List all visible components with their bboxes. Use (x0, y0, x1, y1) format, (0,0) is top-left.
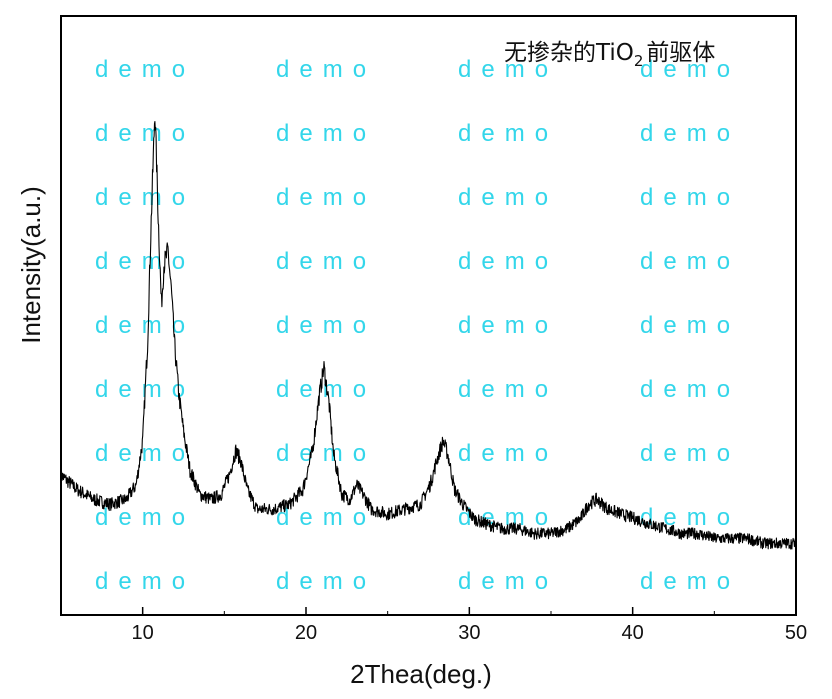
watermark-text: demo (640, 248, 740, 275)
watermark-text: demo (458, 248, 558, 275)
legend-subscript: 2 (634, 52, 644, 70)
watermark-text: demo (95, 120, 195, 147)
watermark-text: demo (458, 184, 558, 211)
x-axis-ticks: 10 20 30 40 50 (60, 607, 807, 644)
plot-frame (60, 15, 797, 616)
watermark-text: demo (276, 440, 376, 467)
legend-suffix: 前驱体 (646, 40, 715, 66)
watermark-text: demo (458, 568, 558, 595)
series-line (60, 121, 797, 550)
watermark-text: demo (95, 184, 195, 211)
watermark-text: demo (458, 120, 558, 147)
watermark-text: demo (640, 376, 740, 403)
watermark-text: demo (640, 440, 740, 467)
watermark-text: demo (458, 56, 558, 83)
x-tick-label: 10 (132, 622, 154, 644)
watermark-text: demo (458, 312, 558, 339)
watermark-text: demo (640, 184, 740, 211)
watermark-text: demo (276, 184, 376, 211)
x-tick-label: 30 (458, 622, 480, 644)
watermark-layer: demo demo demo demo demo demo demo demo demo demo… (95, 56, 740, 595)
legend-label: 无掺杂的TiO2 前驱体 (504, 40, 715, 70)
watermark-text: demo (276, 248, 376, 275)
watermark-text: demo (95, 376, 195, 403)
watermark-text: demo (640, 56, 740, 83)
watermark-text: demo (276, 120, 376, 147)
watermark-text: demo (276, 568, 376, 595)
watermark-text: demo (640, 120, 740, 147)
watermark-text: demo (95, 312, 195, 339)
watermark-text: demo (95, 56, 195, 83)
x-axis-title: 2Thea(deg.) (350, 659, 492, 689)
watermark-text: demo (95, 504, 195, 531)
watermark-text: demo (276, 312, 376, 339)
watermark-text: demo (95, 568, 195, 595)
watermark-text: demo (640, 568, 740, 595)
series-layer (60, 121, 797, 550)
watermark-text: demo (458, 376, 558, 403)
x-tick-label: 50 (785, 622, 807, 644)
watermark-text: demo (95, 248, 195, 275)
watermark-text: demo (640, 312, 740, 339)
x-tick-label: 40 (622, 622, 644, 644)
watermark-text: demo (276, 56, 376, 83)
x-tick-label: 20 (295, 622, 317, 644)
y-axis-title: Intensity(a.u.) (16, 186, 46, 344)
watermark-text: demo (95, 440, 195, 467)
watermark-text: demo (458, 440, 558, 467)
legend-text: 无掺杂的TiO (504, 40, 634, 66)
